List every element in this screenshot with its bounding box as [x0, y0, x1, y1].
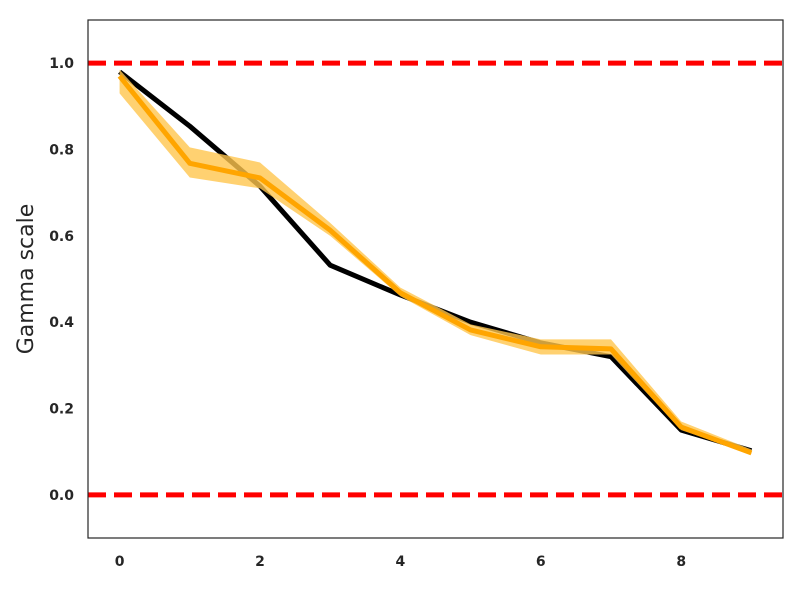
x-tick-label: 2 — [255, 554, 265, 570]
x-tick-label: 8 — [676, 554, 686, 570]
plot-frame — [87, 19, 784, 539]
y-tick-label: 0.4 — [49, 315, 74, 331]
y-tick-label: 0.0 — [49, 488, 74, 504]
y-tick-label: 0.8 — [49, 143, 74, 159]
line — [117, 74, 753, 456]
y-axis-label: Gamma scale — [14, 204, 39, 355]
x-tick-label: 4 — [396, 554, 406, 570]
y-tick-label: 0.6 — [49, 229, 74, 245]
x-tick-label: 0 — [115, 554, 125, 570]
y-tick-label: 0.2 — [49, 402, 74, 418]
y-tick-label: 1.0 — [49, 56, 74, 72]
x-tick-label: 6 — [536, 554, 546, 570]
